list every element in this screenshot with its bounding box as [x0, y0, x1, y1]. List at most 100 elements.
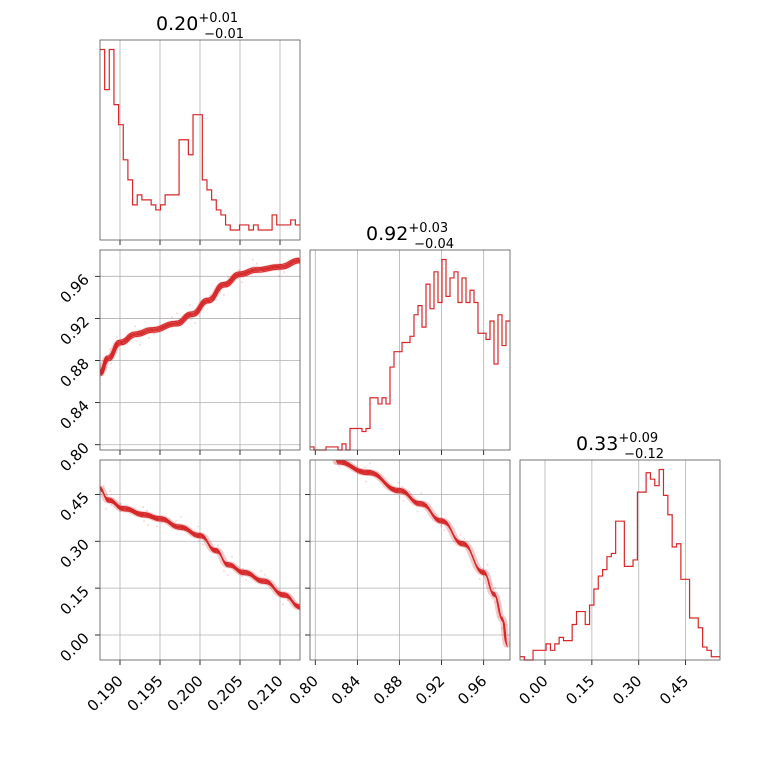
contour-line	[336, 461, 508, 645]
sample-point	[120, 502, 122, 505]
x-tick-label: 0.190	[84, 672, 127, 715]
contour-line	[100, 486, 300, 606]
x-tick-label: 0.200	[164, 672, 207, 715]
sample-point	[176, 312, 178, 315]
sample-point	[497, 615, 500, 618]
x-tick-label: 0.15	[562, 672, 598, 708]
contour-line	[336, 462, 508, 646]
sample-point	[217, 544, 219, 547]
contour-line	[100, 257, 300, 372]
sample-point	[260, 569, 262, 572]
sample-point	[463, 537, 466, 540]
sample-point	[363, 466, 366, 469]
x-tick-label: 0.45	[656, 672, 692, 708]
sample-point	[420, 492, 423, 495]
contour-line	[100, 490, 300, 610]
x-tick-label: 0.195	[124, 672, 167, 715]
sample-point	[110, 504, 112, 507]
panel-param0-vs-param1: 0.80 0.84 0.88 0.92 0.96	[56, 249, 301, 475]
sample-point	[256, 262, 258, 265]
sample-point	[223, 570, 225, 573]
y-tick-label: 0.15	[56, 582, 92, 618]
sample-point	[368, 462, 371, 465]
y-tick-label: 0.88	[56, 355, 92, 391]
sample-point	[153, 332, 155, 335]
sample-point	[334, 461, 337, 464]
contour-line	[337, 463, 509, 648]
sample-point	[148, 336, 150, 339]
title-median: 0.20	[156, 13, 198, 35]
contour-line	[336, 460, 507, 643]
sample-point	[436, 513, 439, 516]
sample-point	[364, 480, 367, 483]
sample-point	[282, 603, 284, 606]
sample-point	[485, 571, 488, 574]
sample-point	[139, 343, 141, 346]
panel-frame	[99, 39, 301, 241]
sample-point	[156, 525, 158, 528]
sample-point	[105, 508, 107, 511]
sample-point	[231, 555, 233, 558]
sample-point	[491, 597, 494, 600]
sample-point	[189, 304, 191, 307]
y-tick-label: 0.92	[56, 313, 92, 349]
sample-point	[146, 509, 148, 512]
sample-point	[500, 627, 503, 630]
sample-point	[481, 567, 484, 570]
sample-point	[202, 543, 204, 546]
sample-point	[397, 481, 400, 484]
sample-point	[401, 485, 404, 488]
panel-frame	[309, 249, 511, 451]
sample-point	[109, 348, 111, 351]
histogram-step	[310, 258, 510, 451]
sample-point	[171, 316, 173, 319]
sample-point	[287, 599, 289, 602]
x-tick-label: 0.92	[412, 672, 448, 708]
sample-point	[227, 574, 229, 577]
sample-point	[278, 274, 280, 277]
panel-frame	[99, 249, 301, 451]
sample-point	[175, 519, 177, 522]
contour-line	[100, 259, 300, 374]
y-tick-label: 0.30	[56, 535, 92, 571]
x-tick-label: 0.96	[454, 672, 490, 708]
x-tick-label: 0.84	[328, 672, 364, 708]
contour-line	[100, 262, 300, 376]
x-tick-label: 0.210	[244, 672, 287, 715]
sample-point	[486, 563, 489, 566]
contour-line	[100, 489, 300, 609]
sample-point	[103, 485, 105, 488]
sample-point	[110, 362, 112, 365]
panel-frame	[519, 459, 721, 661]
sample-point	[252, 258, 254, 261]
sample-point	[505, 623, 508, 626]
sample-point	[238, 269, 240, 272]
x-tick-label: 0.205	[204, 672, 247, 715]
sample-point	[209, 294, 211, 297]
panel-param1-histogram: 0.92+0.03 −0.04	[309, 221, 511, 455]
sample-point	[190, 318, 192, 321]
sample-point	[443, 529, 446, 532]
sample-point	[416, 510, 419, 513]
contour-line	[100, 258, 300, 373]
sample-point	[142, 505, 144, 508]
title-median: 0.33	[576, 433, 618, 455]
histogram-step	[100, 48, 300, 231]
title-lower: −0.01	[204, 27, 244, 42]
sample-point	[421, 506, 424, 509]
sample-point	[241, 281, 243, 284]
sample-point	[439, 525, 442, 528]
contour-line	[100, 261, 300, 375]
histogram-step	[520, 468, 720, 661]
y-tick-label: 0.96	[56, 270, 92, 306]
sample-point	[95, 477, 97, 479]
contour-group	[95, 477, 300, 611]
sample-point	[95, 362, 97, 364]
contour-line	[335, 460, 508, 644]
sample-point	[398, 496, 401, 499]
sample-point	[138, 329, 140, 332]
sample-point	[147, 524, 149, 527]
panel-title: 0.20+0.01 −0.01	[156, 11, 244, 42]
sample-point	[161, 521, 163, 524]
